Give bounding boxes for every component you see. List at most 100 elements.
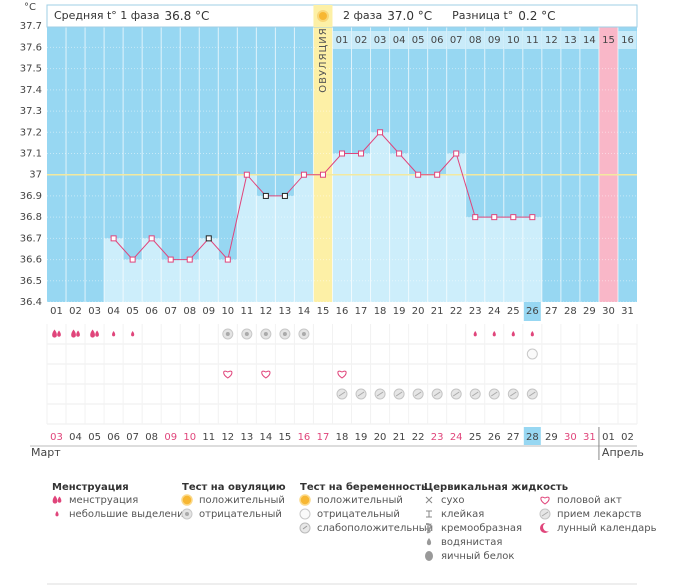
pill-line [433, 391, 441, 397]
temperature-point [529, 214, 536, 221]
icon-drop-small [473, 331, 477, 337]
temperature-point [300, 171, 307, 178]
temperature-point [262, 192, 269, 199]
legend-item: слабоположительный [317, 523, 433, 534]
icon-drop-small [112, 331, 116, 337]
drop [473, 331, 477, 337]
ovulation-icon [316, 10, 329, 22]
date-label: 13 [240, 432, 253, 443]
legend-item: положительный [317, 495, 403, 506]
legend-item: отрицательный [317, 509, 400, 520]
phase2-day-cell [332, 31, 352, 49]
temperature-point [205, 235, 212, 242]
icon-creamy [424, 523, 432, 534]
diff-label: Разница t° [452, 9, 513, 22]
x-tick-label: 27 [545, 306, 558, 317]
header-box [46, 4, 638, 28]
icon-preg-weak [299, 522, 311, 534]
phase2-day: 16 [621, 35, 634, 46]
icon-pill [355, 388, 367, 400]
drop [71, 329, 76, 338]
icon-preg-neg [526, 348, 538, 360]
phase2-day-cell [428, 31, 447, 49]
icon-drop-big [90, 329, 99, 338]
phase2-day-cell [390, 31, 409, 49]
legend-item: водянистая [441, 537, 502, 548]
phase2-day-cell [371, 31, 390, 49]
icon-pill [431, 388, 443, 400]
bar [408, 174, 428, 302]
temperature-point [167, 256, 174, 263]
date-label: 01 [602, 432, 615, 443]
phase2-day-cell [409, 31, 428, 49]
x-tick-label: 21 [431, 306, 444, 317]
icon-sex [337, 370, 347, 379]
icon-drop-big [71, 329, 80, 338]
date-label: 23 [431, 432, 444, 443]
egg [425, 551, 433, 561]
x-tick-label: 09 [202, 306, 215, 317]
x-tick-label: 25 [507, 306, 520, 317]
drop [52, 495, 58, 504]
icon-sex [540, 496, 550, 505]
date-label: 26 [488, 432, 501, 443]
highlight-column [598, 5, 618, 302]
phase2-day-cell [523, 31, 542, 49]
bar [446, 153, 466, 302]
legend-item: клейкая [441, 509, 484, 520]
temperature-point [377, 129, 384, 136]
dot [263, 332, 268, 336]
phase2-day-cell [599, 31, 618, 49]
y-tick-label: 36.9 [20, 191, 42, 202]
legend-item: небольшие выделения [69, 509, 190, 520]
icon-sex [261, 370, 271, 379]
icon-ov-neg [298, 328, 310, 340]
icon-pill [336, 388, 348, 400]
x-tick-label: 03 [88, 306, 101, 317]
temperature-point [415, 171, 422, 178]
x-tick-label: 26 [526, 306, 539, 317]
month-label: Апрель [602, 446, 644, 459]
phase2-day-cell [447, 31, 466, 49]
x-tick-label: 08 [183, 306, 196, 317]
y-tick-label: 36.6 [20, 255, 42, 266]
icon-pill [412, 388, 424, 400]
date-label: 12 [221, 432, 234, 443]
t [426, 510, 432, 518]
date-label: 07 [126, 432, 139, 443]
dot [244, 332, 249, 336]
y-tick-label: 37 [29, 170, 42, 181]
date-label: 22 [412, 432, 425, 443]
heart [540, 496, 550, 505]
phase2-day: 04 [393, 35, 406, 46]
x-tick-label: 17 [355, 306, 368, 317]
temperature-point [396, 150, 403, 157]
phase2-day: 02 [355, 35, 368, 46]
icon-moon [540, 522, 552, 533]
temperature-point [129, 256, 136, 263]
date-label: 19 [355, 432, 368, 443]
x-tick-label: 06 [145, 306, 158, 317]
date-label: 06 [107, 432, 120, 443]
x-tick-label: 11 [240, 306, 253, 317]
icon-ov-neg [222, 328, 234, 340]
bar [218, 259, 238, 302]
bar [104, 238, 124, 302]
dot [301, 332, 306, 336]
y-tick-label: 37.7 [20, 21, 42, 32]
icon-drop-small [530, 331, 534, 337]
pill-line [376, 391, 384, 397]
bar [294, 174, 314, 302]
pill-line [357, 391, 365, 397]
pill-line [510, 391, 517, 397]
y-tick-label: 36.5 [20, 276, 42, 287]
phase2-day: 13 [564, 35, 577, 46]
legend-item: отрицательный [199, 509, 282, 520]
pill-line [529, 391, 536, 397]
y-tick-label: 37.5 [20, 64, 42, 75]
heart [337, 370, 347, 379]
temperature-point [453, 150, 460, 157]
icon-pill [507, 388, 519, 400]
x-tick-label: 18 [374, 306, 387, 317]
x-tick-label: 19 [393, 306, 406, 317]
